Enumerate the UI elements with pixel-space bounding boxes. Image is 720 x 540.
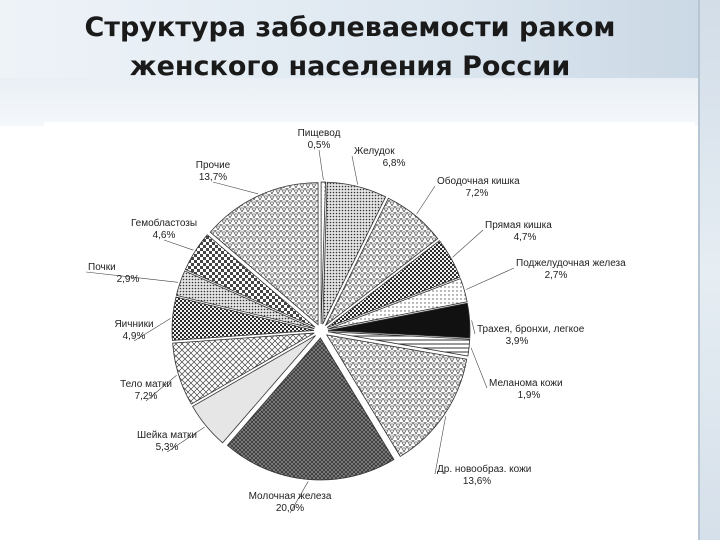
slice-value-label-4: 4,7%: [514, 232, 537, 243]
leader-line-15: [212, 181, 259, 195]
right-edge-band: [700, 0, 720, 540]
leader-line-13: [85, 271, 179, 283]
decorative-strip: [0, 78, 720, 126]
slice-value-label-11: 7,2%: [135, 391, 158, 402]
slice-value-label-10: 5,3%: [156, 442, 179, 453]
pie-slice-2: [322, 181, 387, 325]
slice-value-label-15: 13,7%: [199, 172, 227, 183]
slice-name-label-9: Молочная железа: [249, 491, 332, 502]
pie-slice-15: [209, 182, 319, 326]
pie-slice-10: [192, 335, 316, 444]
pie-slice-5: [327, 278, 468, 330]
leader-line-11: [145, 374, 177, 402]
slide-title: Структура заболеваемости раком женского …: [40, 8, 660, 86]
pie-slice-1: [320, 181, 326, 325]
slice-name-label-11: Тело матки: [120, 379, 172, 390]
slice-value-label-8: 13,6%: [463, 476, 491, 487]
pie-slice-6: [327, 302, 471, 339]
slice-name-label-2: Желудок: [354, 146, 395, 157]
right-edge-line: [698, 0, 700, 540]
leader-line-14: [163, 239, 194, 251]
slice-value-label-1: 0,5%: [308, 140, 331, 151]
slice-value-label-3: 7,2%: [466, 188, 489, 199]
slice-name-label-14: Гемобластозы: [131, 217, 197, 229]
title-band: [0, 0, 720, 78]
slice-name-label-5: Поджелудочная железа: [516, 258, 626, 269]
slice-name-label-4: Прямая кишка: [485, 220, 552, 231]
leader-line-3: [416, 185, 436, 215]
slice-value-label-9: 20,0%: [276, 503, 304, 514]
slice-name-label-15: Прочие: [196, 160, 231, 171]
leader-line-8: [434, 416, 446, 475]
pie-slice-8: [325, 334, 468, 457]
leader-line-2: [351, 155, 358, 185]
slice-name-label-8: Др. новообраз. кожи: [437, 463, 531, 475]
pie-slice-13: [175, 270, 315, 330]
slice-value-label-13: 2,9%: [117, 274, 140, 285]
pie-slice-7: [327, 331, 471, 357]
chart-panel: Пищевод 0,5% Желудок 6,8% Ободочная кишка 7,2…: [44, 122, 695, 540]
slice-name-label-1: Пищевод: [298, 128, 341, 139]
pie-slice-3: [325, 197, 439, 326]
slice-name-label-13: Почки: [88, 262, 116, 273]
leader-line-9: [289, 481, 309, 514]
slice-value-label-6: 3,9%: [506, 336, 529, 347]
slice-name-label-3: Ободочная кишка: [437, 175, 520, 187]
slice-value-label-14: 4,6%: [153, 230, 176, 241]
slice-value-label-12: 4,9%: [123, 331, 146, 342]
pie-slice-9: [226, 337, 395, 481]
leader-line-4: [452, 229, 484, 258]
leader-line-5: [466, 267, 515, 290]
slice-name-label-12: Яичники: [114, 319, 153, 330]
slice-name-label-10: Шейка матки: [137, 430, 197, 441]
slice-name-label-6: Трахея, бронхи, легкое: [477, 323, 585, 335]
leader-line-12: [133, 318, 171, 342]
leader-line-7: [470, 347, 488, 389]
pie-slice-11: [172, 332, 315, 405]
slice-value-label-5: 2,7%: [545, 270, 568, 281]
leader-line-6: [471, 320, 476, 335]
slide-title-line1: Структура заболеваемости раком: [84, 12, 616, 43]
pie-slice-4: [326, 240, 461, 328]
pie-slice-12: [171, 296, 315, 341]
slice-name-label-7: Меланома кожи: [489, 378, 563, 389]
leader-line-10: [166, 426, 205, 453]
slide-title-line2: женского населения России: [129, 51, 571, 82]
slice-value-label-2: 6,8%: [383, 158, 406, 169]
slice-value-label-7: 1,9%: [518, 390, 541, 401]
leader-line-1: [318, 149, 324, 181]
pie-slice-14: [184, 234, 316, 328]
